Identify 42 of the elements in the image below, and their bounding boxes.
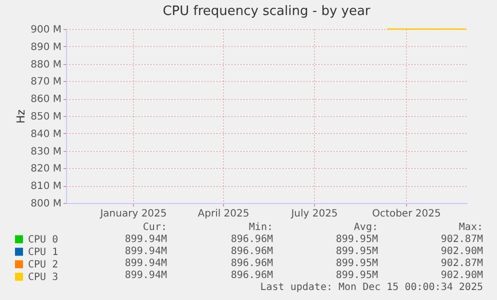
text: Avg: [354, 222, 378, 233]
y-tick-label: 890 M [30, 42, 62, 53]
text: 899.94M [124, 270, 167, 281]
text: Cur: [142, 222, 167, 233]
legend-label: CPU 0 [28, 234, 58, 246]
y-tick-label: 850 M [30, 112, 62, 122]
y-axis-title: Hz [14, 109, 28, 124]
text: Last update: Mon Dec 15 00:00:34 2025 [260, 282, 483, 293]
text: 896.96M [230, 258, 273, 269]
text: 899.95M [336, 258, 378, 269]
x-tick-label: July 2025 [290, 208, 338, 220]
text: 896.96M [230, 270, 273, 281]
y-tick-label: 810 M [30, 181, 62, 192]
y-tick-label: 840 M [30, 128, 62, 140]
text: 896.96M [230, 234, 273, 245]
y-tick-label: 870 M [30, 76, 62, 88]
y-tick-label: 820 M [30, 164, 62, 175]
y-tick-label: 900 M [30, 24, 62, 36]
text: 899.95M [336, 270, 378, 281]
y-tick-label: 860 M [30, 94, 62, 106]
legend-label: CPU 1 [28, 246, 58, 258]
text: 896.96M [230, 246, 273, 257]
legend-label: CPU 2 [28, 259, 58, 270]
text: 899.94M [124, 234, 167, 245]
text: 899.95M [336, 246, 378, 257]
y-tick-label: 880 M [30, 59, 62, 70]
text: Max: [458, 222, 483, 233]
text: 902.90M [440, 246, 483, 257]
text: 902.87M [440, 234, 483, 245]
text: 899.94M [124, 258, 167, 269]
text: 899.94M [124, 246, 167, 257]
text: 899.95M [336, 234, 378, 245]
chart-title: CPU frequency scaling - by year [162, 4, 371, 19]
x-tick-label: October 2025 [372, 208, 441, 220]
y-tick-label: 800 M [30, 198, 62, 210]
text: Min: [248, 222, 273, 233]
y-tick-label: 830 M [30, 146, 62, 158]
text: 902.90M [440, 270, 483, 281]
text: 902.87M [440, 258, 483, 269]
legend-label: CPU 3 [28, 272, 58, 283]
x-tick-label: April 2025 [198, 208, 250, 220]
x-tick-label: January 2025 [99, 208, 167, 220]
